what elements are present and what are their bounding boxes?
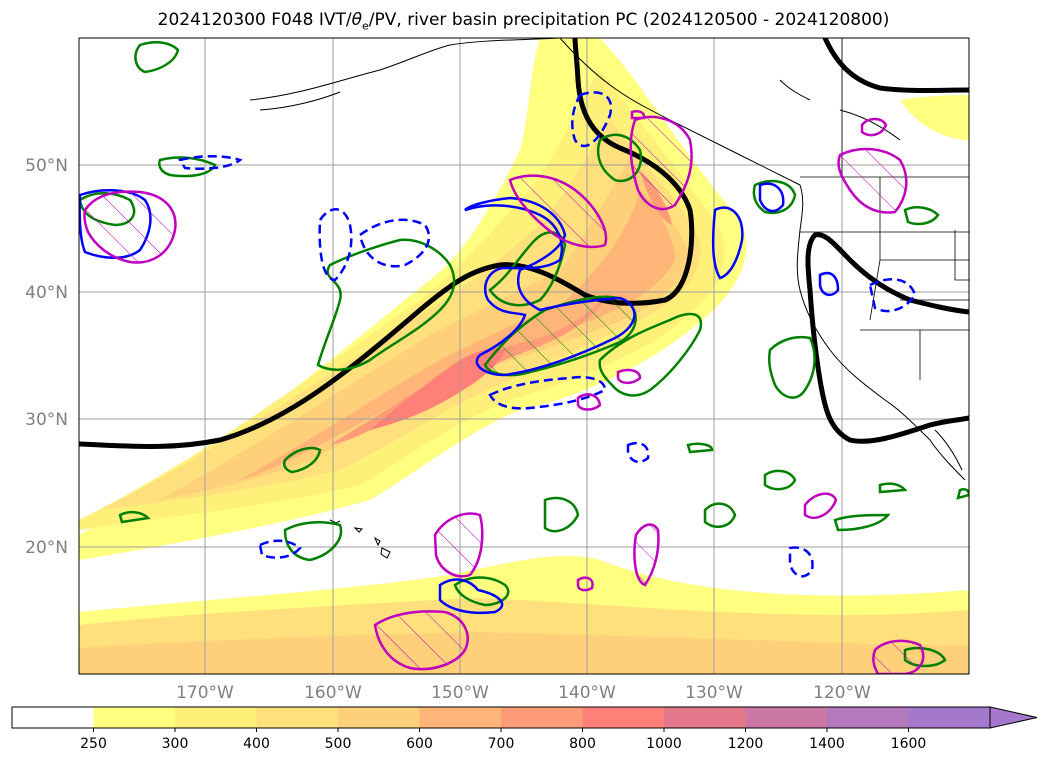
colorbar-segment	[338, 707, 420, 728]
lon-label: 150°W	[431, 683, 489, 703]
colorbar-tick-label: 1200	[728, 736, 764, 752]
colorbar-tick-label: 1600	[891, 736, 927, 752]
lat-label: 20°N	[25, 538, 68, 558]
colorbar-tick-label: 700	[488, 736, 515, 752]
blue-dashed-contours	[178, 91, 917, 578]
pv-contours	[79, 38, 969, 449]
colorbar-tick-label: 1400	[809, 736, 845, 752]
ivt-band-800	[370, 348, 505, 430]
lon-label: 120°W	[813, 683, 871, 703]
magenta-contours	[83, 110, 925, 674]
colorbar-segment	[827, 707, 909, 728]
map-frame	[78, 37, 970, 675]
lon-label: 130°W	[685, 683, 743, 703]
ivt-band-500-south	[79, 632, 969, 674]
colorbar-tick-label: 1000	[646, 736, 682, 752]
colorbar-tick-label: 500	[325, 736, 352, 752]
coastlines	[249, 38, 966, 559]
colorbar-segment	[664, 707, 746, 728]
lat-label: 40°N	[25, 283, 68, 303]
colorbar-segment	[745, 707, 828, 728]
lon-label: 160°W	[304, 683, 362, 703]
colorbar-segment	[908, 707, 991, 728]
colorbar-extend-arrow	[989, 706, 1038, 729]
colorbar: 250 300 400 500 600 700 800 1000 1200 1400 1600	[11, 706, 1038, 752]
colorbar-tick-label: 300	[162, 736, 189, 752]
colorbar-segment	[93, 707, 176, 728]
ivt-band-600	[240, 190, 675, 480]
latitude-labels: 50°N 40°N 30°N 20°N	[25, 156, 68, 558]
lon-label: 170°W	[176, 683, 234, 703]
lat-label: 50°N	[25, 156, 68, 176]
colorbar-segment	[501, 707, 583, 728]
ivt-band-250-ne	[900, 95, 969, 140]
colorbar-segment	[12, 707, 94, 728]
colorbar-tick-label: 600	[406, 736, 433, 752]
colorbar-tick-label: 250	[80, 736, 107, 752]
colorbar-segment	[256, 707, 339, 728]
lat-label: 30°N	[25, 410, 68, 430]
map-title: 2024120300 F048 IVT/θe/PV, river basin p…	[157, 10, 890, 33]
longitude-labels: 170°W 160°W 150°W 140°W 130°W 120°W	[176, 683, 871, 703]
colorbar-tick-label: 800	[569, 736, 596, 752]
lon-label: 140°W	[558, 683, 616, 703]
colorbar-tick-label: 400	[243, 736, 270, 752]
colorbar-segment	[419, 707, 502, 728]
colorbar-segment	[582, 707, 665, 728]
colorbar-segment	[175, 707, 257, 728]
map-panel	[79, 38, 969, 674]
